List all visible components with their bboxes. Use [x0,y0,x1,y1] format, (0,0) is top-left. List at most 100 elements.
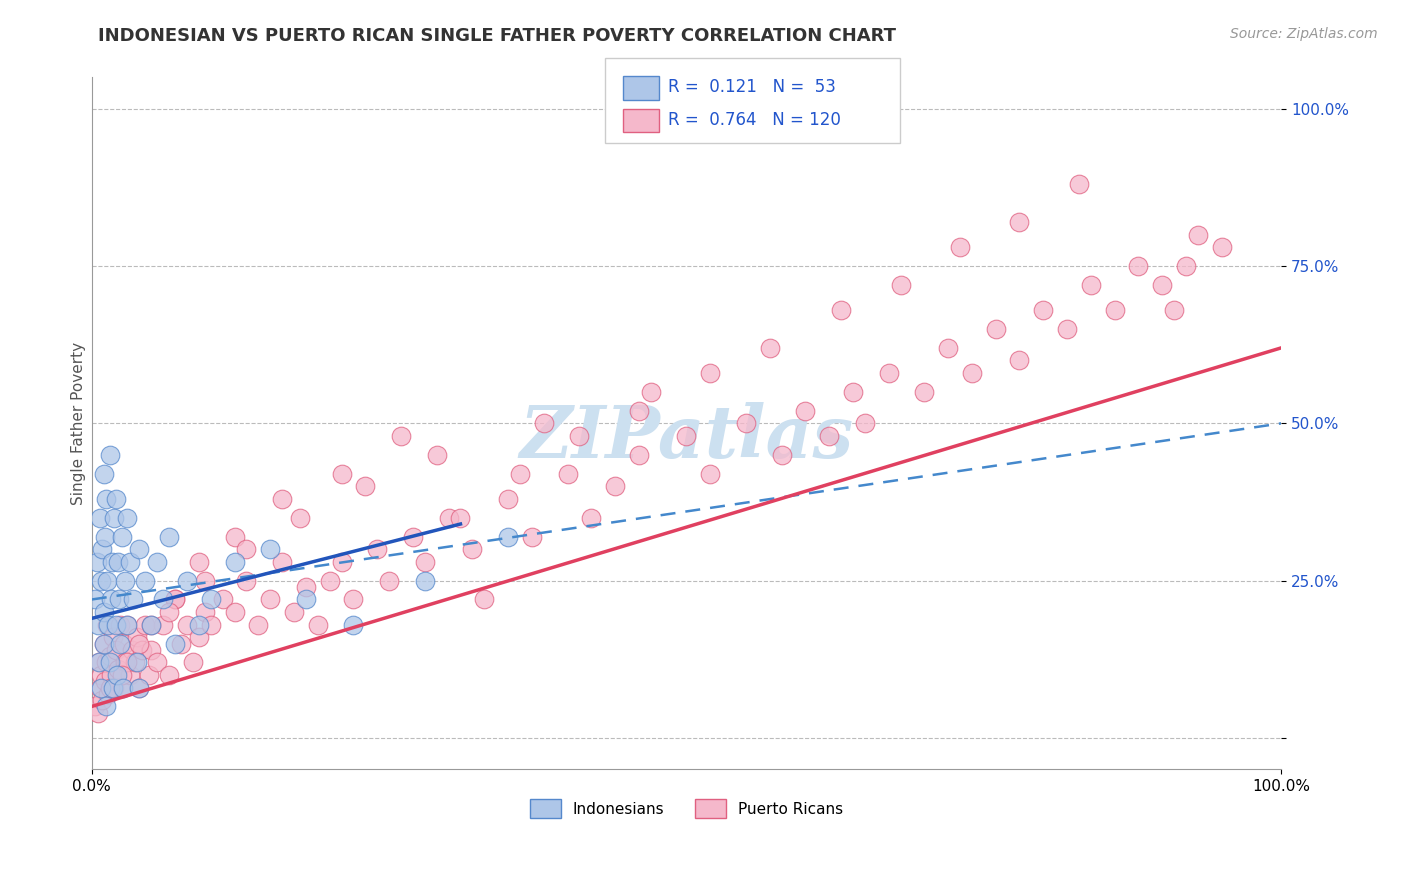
Point [1056,322,1078,336]
Point [104,491,127,506]
Point [97,687,120,701]
Point [152,592,174,607]
Point [496,530,519,544]
Point [107,555,129,569]
Point [533,417,555,431]
Text: INDONESIAN VS PUERTO RICAN SINGLE FATHER POVERTY CORRELATION CHART: INDONESIAN VS PUERTO RICAN SINGLE FATHER… [98,27,897,45]
Point [131,642,153,657]
Point [98,649,121,664]
Point [94,656,117,670]
Point [200,592,222,607]
Point [1187,227,1209,242]
Point [1032,303,1054,318]
Point [117,656,139,670]
Point [853,417,876,431]
Point [699,467,721,481]
Point [93,636,115,650]
Point [330,467,353,481]
Point [176,574,198,588]
Point [224,555,246,569]
Point [224,605,246,619]
Point [200,617,222,632]
Point [121,642,143,657]
Point [107,662,129,676]
Point [675,429,697,443]
Point [93,467,115,481]
Point [461,542,484,557]
Point [125,656,148,670]
Point [413,555,436,569]
Point [283,605,305,619]
Point [271,555,294,569]
Point [105,668,128,682]
Point [271,491,294,506]
Point [389,429,412,443]
Point [134,574,156,588]
Point [472,592,495,607]
Point [87,656,110,670]
Point [89,681,111,695]
Point [402,530,425,544]
Point [627,448,650,462]
Point [94,674,117,689]
Point [912,384,935,399]
Point [224,530,246,544]
Point [110,530,132,544]
Point [354,479,377,493]
Point [94,530,117,544]
Point [758,341,780,355]
Point [557,467,579,481]
Point [125,630,148,644]
Point [134,617,156,632]
Point [295,592,318,607]
Point [87,706,110,720]
Point [247,617,270,632]
Point [259,592,281,607]
Point [146,555,169,569]
Point [110,617,132,632]
Point [288,510,311,524]
Point [110,681,132,695]
Text: R =  0.764   N = 120: R = 0.764 N = 120 [668,111,841,128]
Point [163,592,186,607]
Point [295,580,318,594]
Point [426,448,449,462]
Point [699,366,721,380]
Point [90,668,112,682]
Point [366,542,388,557]
Point [90,681,112,695]
Point [1128,259,1150,273]
Point [603,479,626,493]
Point [118,555,141,569]
Point [117,617,139,632]
Point [89,510,111,524]
Point [111,681,134,695]
Point [98,681,121,695]
Point [100,668,122,682]
Point [568,429,591,443]
Point [235,542,257,557]
Point [93,636,115,650]
Point [84,592,107,607]
Point [413,574,436,588]
Point [877,366,900,380]
Point [1211,240,1233,254]
Point [1008,353,1031,368]
Point [114,656,136,670]
Point [450,510,472,524]
Point [108,592,131,607]
Point [818,429,841,443]
Point [91,693,114,707]
Point [87,617,110,632]
Point [1008,215,1031,229]
Point [103,510,125,524]
Point [1163,303,1185,318]
Point [770,448,793,462]
Point [141,617,163,632]
Point [128,636,150,650]
Point [141,642,163,657]
Point [170,636,193,650]
Point [98,448,121,462]
Point [141,617,163,632]
Legend: Indonesians, Puerto Ricans: Indonesians, Puerto Ricans [524,793,849,824]
